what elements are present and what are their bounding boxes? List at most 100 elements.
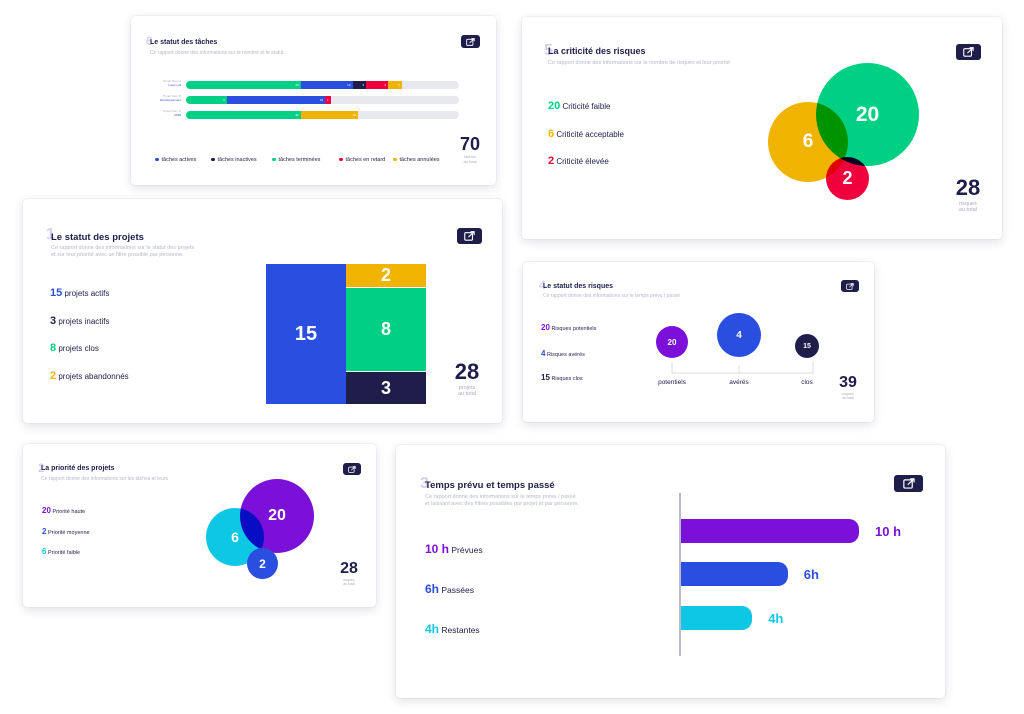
task-bar-segment: 4 bbox=[366, 81, 388, 89]
card-subtitle: Ce rapport donne des informations sur le… bbox=[425, 494, 579, 508]
stat-time-remaining: 4h Restantes bbox=[425, 622, 480, 636]
card-title: Temps prévu et temps passé bbox=[425, 480, 555, 491]
legend-dot bbox=[155, 157, 159, 162]
stat-criticality-low: 20 Criticité faible bbox=[548, 100, 611, 112]
task-row-label: Projet Nom C CRM bbox=[162, 109, 181, 117]
card-risk-status: 4 Le statut des risques Ce rapport donne… bbox=[523, 262, 874, 422]
task-row-label: Projet Nom A Lorem pd bbox=[163, 79, 181, 87]
stat-projects-inactive: 3 projets inactifs bbox=[50, 315, 110, 327]
total-label-1: risques bbox=[959, 201, 977, 207]
total-label-1: tâches bbox=[464, 154, 476, 159]
time-axis-line bbox=[679, 493, 681, 656]
total-label-1: risques bbox=[343, 578, 355, 582]
total-block: 70 tâches au total bbox=[451, 134, 489, 164]
stat-criticality-acceptable: 6 Criticité acceptable bbox=[548, 128, 624, 140]
card-number: 3 bbox=[420, 475, 429, 492]
card-number: 2 bbox=[38, 461, 45, 475]
total-label-1: risques bbox=[842, 392, 854, 396]
task-row-bar: 20 10 bbox=[186, 111, 459, 119]
bubble-low: 20 bbox=[816, 63, 919, 166]
stat-projects-closed: 8 projets clos bbox=[50, 342, 99, 354]
card-title: La priorité des projets bbox=[41, 465, 115, 472]
legend-dot bbox=[393, 157, 397, 162]
treemap-active: 15 bbox=[266, 264, 346, 404]
legend-item: tâches annulées bbox=[393, 157, 440, 163]
total-block: 39 risques au total bbox=[833, 374, 863, 400]
total-block: 28 projets au total bbox=[446, 359, 488, 398]
stat-time-spent: 6h Passées bbox=[425, 582, 474, 596]
share-button[interactable] bbox=[956, 44, 981, 60]
time-bar bbox=[681, 606, 753, 630]
task-bar-segment: 5 bbox=[186, 96, 227, 104]
legend-item: tâches en retard bbox=[339, 157, 385, 163]
stat-time-planned: 10 h Prévues bbox=[425, 542, 483, 556]
bubble-high: 2 bbox=[826, 157, 869, 200]
card-number: 4 bbox=[539, 278, 546, 292]
stat-criticality-high: 2 Criticité élevée bbox=[548, 155, 609, 167]
card-subtitle: Ce rapport donne des informations sur le… bbox=[543, 293, 681, 299]
total-value: 28 bbox=[955, 175, 981, 200]
total-block: 28 risques au total bbox=[947, 175, 989, 214]
task-bar-segment: 20 bbox=[186, 111, 301, 119]
share-button[interactable] bbox=[343, 463, 361, 475]
bubble-label-potential: potentiels bbox=[658, 379, 686, 386]
task-bar-segment: 20 bbox=[186, 81, 301, 89]
task-row-bar: 5 15 1 bbox=[186, 96, 459, 104]
total-value: 70 bbox=[459, 134, 481, 154]
card-project-priority: 2 La priorité des projets Ce rapport don… bbox=[23, 444, 376, 607]
task-bar-segment: 3 bbox=[352, 81, 367, 89]
task-bar-segment: 15 bbox=[226, 96, 326, 104]
card-title: Le statut des tâches bbox=[150, 39, 218, 46]
treemap-abandoned: 2 bbox=[346, 264, 426, 287]
stat-priority-low: 6 Priorité faible bbox=[42, 547, 81, 556]
card-project-status: 1 Le statut des projets Ce rapport donne… bbox=[23, 199, 502, 423]
legend-dot bbox=[339, 157, 343, 162]
task-row-bar: 20 10 3 4 2 bbox=[186, 81, 459, 89]
total-label-2: au total bbox=[842, 396, 854, 401]
card-title: Le statut des projets bbox=[51, 232, 144, 243]
task-row-label: Projet Nom B Développement bbox=[159, 94, 181, 102]
stat-priority-high: 20 Priorité haute bbox=[42, 506, 86, 515]
stat-priority-medium: 2 Priorité moyenne bbox=[42, 527, 90, 536]
task-bar-segment: 10 bbox=[300, 111, 358, 119]
card-time-planned-spent: 3 Temps prévu et temps passé Ce rapport … bbox=[396, 445, 945, 698]
card-subtitle: Ce rapport donne des informations sur le… bbox=[41, 476, 169, 482]
task-bar-segment: 2 bbox=[387, 81, 402, 89]
share-icon bbox=[902, 478, 915, 489]
total-label-1: projets bbox=[458, 385, 476, 391]
total-value: 28 bbox=[454, 359, 480, 384]
total-label-2: au total bbox=[457, 391, 477, 398]
legend-dot bbox=[211, 157, 215, 162]
share-button[interactable] bbox=[894, 475, 923, 492]
share-button[interactable] bbox=[457, 228, 482, 244]
share-button[interactable] bbox=[841, 280, 859, 292]
stat-risks-closed: 15 Risques clos bbox=[541, 373, 583, 382]
task-bar-segment: 1 bbox=[325, 96, 331, 104]
time-bar bbox=[681, 562, 788, 586]
bubble-proven: 4 bbox=[717, 313, 761, 357]
bubble-connector bbox=[671, 362, 814, 374]
stat-risks-potential: 20 Risques potentiels bbox=[541, 323, 597, 332]
legend-item: tâches inactives bbox=[211, 157, 257, 163]
time-bar bbox=[681, 519, 859, 543]
share-icon bbox=[846, 282, 854, 290]
card-number: 5 bbox=[544, 42, 553, 59]
legend-item: tâches actives bbox=[155, 157, 196, 163]
bubble-closed: 15 bbox=[795, 334, 819, 358]
bubble-potential: 20 bbox=[656, 326, 688, 358]
treemap-closed: 8 bbox=[346, 288, 426, 371]
treemap-inactive: 3 bbox=[346, 372, 426, 404]
total-label-2: au total bbox=[343, 582, 355, 587]
total-label-2: au total bbox=[463, 158, 477, 164]
legend-item: tâches terminées bbox=[272, 157, 320, 163]
share-icon bbox=[466, 37, 475, 46]
bubble-high: 20 bbox=[240, 479, 314, 553]
card-number: 1 bbox=[46, 226, 55, 243]
card-number: 6 bbox=[146, 34, 153, 48]
share-button[interactable] bbox=[461, 35, 480, 48]
task-bar-segment: 10 bbox=[300, 81, 353, 89]
bubble-label-closed: clos bbox=[801, 379, 813, 386]
stat-risks-proven: 4 Risques avérés bbox=[541, 349, 585, 358]
stat-projects-active: 15 projets actifs bbox=[50, 287, 110, 299]
time-bar-value: 10 h bbox=[875, 524, 902, 539]
